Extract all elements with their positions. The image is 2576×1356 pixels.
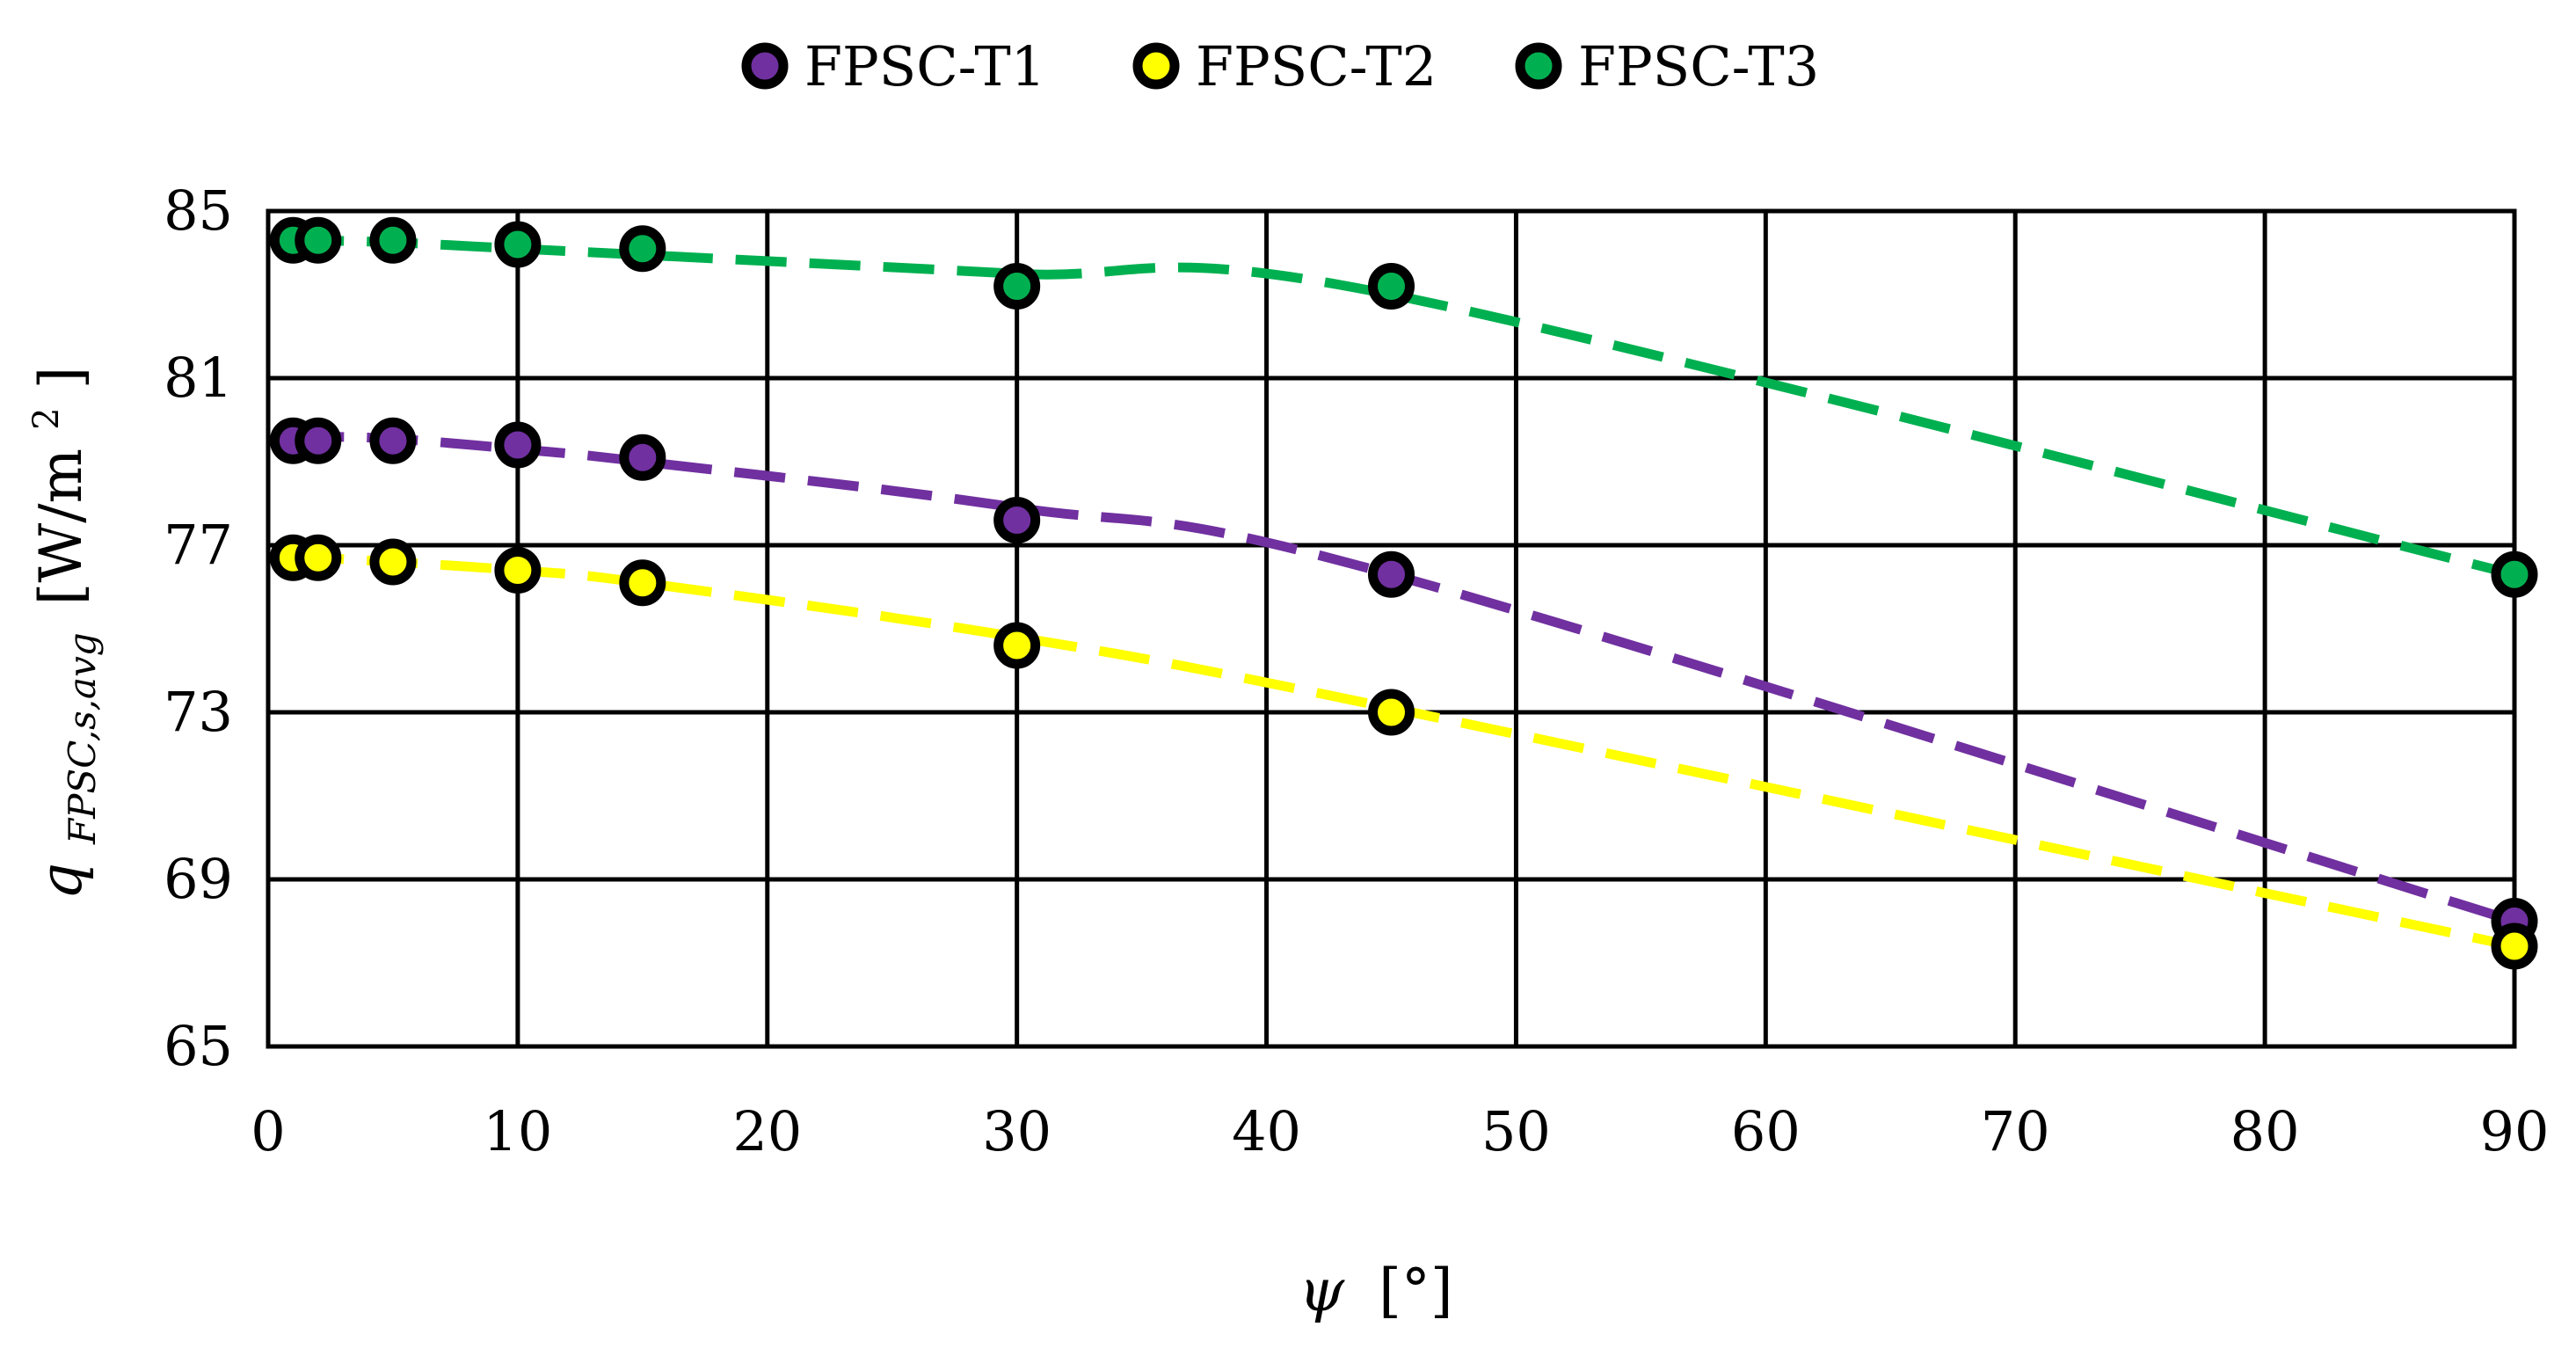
y-tick-label: 73 <box>164 680 233 744</box>
y-axis-symbol: q <box>27 863 95 900</box>
plot-frame <box>266 208 2517 1049</box>
x-tick-label: 40 <box>1232 1099 1301 1163</box>
legend-marker-fpsc-t1 <box>741 42 789 90</box>
data-point-fpsc-t3 <box>2491 550 2538 598</box>
data-point-fpsc-t3 <box>993 263 1041 310</box>
data-point-fpsc-t2 <box>494 547 542 594</box>
y-tick-label: 69 <box>164 847 233 911</box>
x-tick-label: 30 <box>982 1099 1052 1163</box>
y-tick-label: 81 <box>164 346 233 410</box>
x-tick-label: 20 <box>732 1099 802 1163</box>
data-point-fpsc-t1 <box>295 417 342 464</box>
plot-area <box>266 208 2538 1049</box>
legend-marker-fpsc-t3 <box>1515 42 1562 90</box>
y-tick-label: 77 <box>164 513 233 577</box>
data-point-fpsc-t1 <box>1368 550 1415 598</box>
x-tick-label: 60 <box>1731 1099 1801 1163</box>
data-point-fpsc-t3 <box>494 221 542 268</box>
y-tick-label: 85 <box>164 179 233 243</box>
y-axis-ticks: 65 69 73 77 81 85 <box>164 179 233 1078</box>
data-point-fpsc-t1 <box>494 421 542 469</box>
x-axis-title: ψ [°] <box>1299 1257 1452 1324</box>
data-point-fpsc-t1 <box>369 417 417 464</box>
data-point-fpsc-t2 <box>619 559 666 607</box>
legend-label-fpsc-t2: FPSC-T2 <box>1196 34 1437 98</box>
x-axis-symbol: ψ <box>1299 1257 1345 1324</box>
data-point-fpsc-t1 <box>993 497 1041 543</box>
data-point-fpsc-t1 <box>619 434 666 481</box>
y-axis-unit-close: ] <box>27 367 95 390</box>
data-point-fpsc-t2 <box>2491 922 2538 970</box>
data-point-fpsc-t3 <box>1368 263 1415 310</box>
data-point-fpsc-t2 <box>369 538 417 586</box>
data-point-fpsc-t3 <box>369 216 417 264</box>
data-point-fpsc-t2 <box>295 534 342 581</box>
legend-label-fpsc-t3: FPSC-T3 <box>1578 34 1819 98</box>
y-tick-label: 65 <box>164 1014 233 1078</box>
legend: FPSC-T1 FPSC-T2 FPSC-T3 <box>741 34 1819 98</box>
data-point-fpsc-t3 <box>619 225 666 273</box>
data-point-fpsc-t2 <box>1368 689 1415 736</box>
y-axis-subscript: FPSC,s,avg <box>61 632 104 845</box>
y-axis-unit-superscript: 2 <box>26 407 67 429</box>
x-axis-unit: [°] <box>1379 1257 1453 1324</box>
x-tick-label: 10 <box>483 1099 552 1163</box>
x-tick-label: 50 <box>1481 1099 1551 1163</box>
x-tick-label: 0 <box>251 1099 285 1163</box>
x-tick-label: 90 <box>2480 1099 2550 1163</box>
x-tick-label: 70 <box>1981 1099 2050 1163</box>
x-axis-ticks: 0 10 20 30 40 50 60 70 80 90 <box>251 1099 2549 1163</box>
data-point-fpsc-t2 <box>993 622 1041 669</box>
legend-label-fpsc-t1: FPSC-T1 <box>804 34 1045 98</box>
legend-marker-fpsc-t2 <box>1132 42 1180 90</box>
x-tick-label: 80 <box>2230 1099 2300 1163</box>
y-axis-unit: [W/m <box>27 448 95 605</box>
data-point-fpsc-t3 <box>295 216 342 264</box>
y-axis-title: q FPSC,s,avg [W/m 2 ] <box>4 367 109 900</box>
